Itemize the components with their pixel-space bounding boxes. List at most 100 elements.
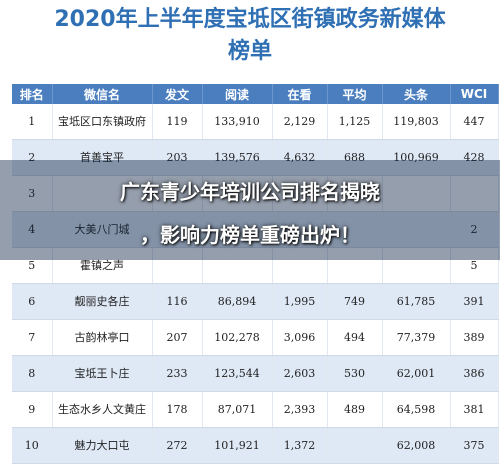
table-cell: 4 xyxy=(12,211,53,248)
table-cell: 100,969 xyxy=(382,139,451,176)
table-cell: 1,125 xyxy=(327,104,383,140)
table-cell: 123,544 xyxy=(202,355,273,392)
table-cell xyxy=(152,175,203,212)
table-cell: 428 xyxy=(450,139,499,176)
table-cell xyxy=(272,247,328,284)
col-likes: 在看 xyxy=(272,84,328,104)
table-row: 4 大美八门城 2 xyxy=(12,211,499,248)
table-cell: 5 xyxy=(450,247,499,284)
table-cell xyxy=(382,247,451,284)
table-cell: 119 xyxy=(152,104,203,140)
table-cell: 3 xyxy=(12,175,53,212)
table-cell: 87,071 xyxy=(202,391,273,428)
title-line-2: 榜单 xyxy=(227,39,272,64)
table-row: 1 宝坻区口东镇政府 119 133,910 2,129 1,125 119,803 447 xyxy=(12,104,499,140)
table-cell: 77,379 xyxy=(382,319,451,356)
table-cell xyxy=(202,211,273,248)
table-cell: 116 xyxy=(152,283,203,320)
table-cell: 生态水乡人文黄庄 xyxy=(52,391,153,428)
table-row: 5 霍镇之声 5 xyxy=(12,247,499,284)
table-cell: 391 xyxy=(450,283,499,320)
table-cell: 61,785 xyxy=(382,283,451,320)
headline-overlay xyxy=(0,160,500,260)
table-cell: 139,576 xyxy=(202,139,273,176)
table-cell xyxy=(327,247,383,284)
table-cell xyxy=(327,427,383,464)
col-wechat-name: 微信名 xyxy=(52,84,153,104)
table-cell: 1,995 xyxy=(272,283,328,320)
table-cell: 62,008 xyxy=(382,427,451,464)
table-cell: 10 xyxy=(12,427,53,464)
table-cell: 494 xyxy=(327,319,383,356)
headline-line-1: 广东青少年培训公司排名揭晓 xyxy=(120,180,380,204)
ranking-table: 排名 微信名 发文 阅读 在看 平均 头条 WCI 1 宝坻区口东镇政府 119 13… xyxy=(12,84,499,464)
table-cell: 62,001 xyxy=(382,355,451,392)
col-wci: WCI xyxy=(450,84,499,104)
table-cell: 霍镇之声 xyxy=(52,247,153,284)
table-cell: 389 xyxy=(450,319,499,356)
col-rank: 排名 xyxy=(12,84,53,104)
table-cell: 8 xyxy=(12,355,53,392)
table-cell: 101,921 xyxy=(202,427,273,464)
col-average: 平均 xyxy=(327,84,383,104)
table-cell: 宝坻王卜庄 xyxy=(52,355,153,392)
table-cell xyxy=(152,211,203,248)
table-cell: 3,096 xyxy=(272,319,328,356)
table-cell xyxy=(202,247,273,284)
table-cell: 133,910 xyxy=(202,104,273,140)
title-line-1: 2020年上半年度宝坻区街镇政务新媒体 xyxy=(54,7,446,32)
page-title: 2020年上半年度宝坻区街镇政务新媒体 榜单 xyxy=(0,4,500,68)
table-cell: 2 xyxy=(12,139,53,176)
table-cell: 2,603 xyxy=(272,355,328,392)
table-row: 8 宝坻王卜庄 233 123,544 2,603 530 62,001 386 xyxy=(12,355,499,392)
table-row: 2 首善宝平 203 139,576 4,632 688 100,969 428 xyxy=(12,139,499,176)
table-cell: 102,278 xyxy=(202,319,273,356)
table-cell xyxy=(382,211,451,248)
table-row: 3 xyxy=(12,175,499,212)
table-cell: 1 xyxy=(12,104,53,140)
table-cell: 2,393 xyxy=(272,391,328,428)
table-cell: 大美八门城 xyxy=(52,211,153,248)
table-cell xyxy=(272,175,328,212)
table-cell: 749 xyxy=(327,283,383,320)
table-cell: 魅力大口屯 xyxy=(52,427,153,464)
table-row: 7 古韵林亭口 207 102,278 3,096 494 77,379 389 xyxy=(12,319,499,356)
table-cell: 9 xyxy=(12,391,53,428)
table-cell: 489 xyxy=(327,391,383,428)
table-cell: 386 xyxy=(450,355,499,392)
table-cell: 首善宝平 xyxy=(52,139,153,176)
headline-line-2: ，影响力榜单重磅出炉！ xyxy=(140,223,360,247)
table-cell: 宝坻区口东镇政府 xyxy=(52,104,153,140)
table-cell: 207 xyxy=(152,319,203,356)
table-cell: 5 xyxy=(12,247,53,284)
table-cell: 古韵林亭口 xyxy=(52,319,153,356)
table-cell: 530 xyxy=(327,355,383,392)
table-cell xyxy=(152,247,203,284)
table-cell: 7 xyxy=(12,319,53,356)
table-cell xyxy=(327,211,383,248)
table-cell xyxy=(202,175,273,212)
table-cell: 靓丽史各庄 xyxy=(52,283,153,320)
table-cell: 86,894 xyxy=(202,283,273,320)
col-posts: 发文 xyxy=(152,84,203,104)
table-cell xyxy=(52,175,153,212)
table-cell: 4,632 xyxy=(272,139,328,176)
table-cell xyxy=(382,175,451,212)
table-row: 9 生态水乡人文黄庄 178 87,071 2,393 489 64,598 381 xyxy=(12,391,499,428)
table-row: 6 靓丽史各庄 116 86,894 1,995 749 61,785 391 xyxy=(12,283,499,320)
table-cell: 375 xyxy=(450,427,499,464)
table-cell: 119,803 xyxy=(382,104,451,140)
table-row: 10 魅力大口屯 272 101,921 1,372 62,008 375 xyxy=(12,427,499,464)
table-cell: 6 xyxy=(12,283,53,320)
table-cell: 447 xyxy=(450,104,499,140)
table-cell: 203 xyxy=(152,139,203,176)
table-cell xyxy=(327,175,383,212)
table-cell: 178 xyxy=(152,391,203,428)
table-cell: 2 xyxy=(450,211,499,248)
table-cell: 2,129 xyxy=(272,104,328,140)
table-cell: 1,372 xyxy=(272,427,328,464)
table-cell: 233 xyxy=(152,355,203,392)
table-header: 排名 微信名 发文 阅读 在看 平均 头条 WCI xyxy=(12,84,499,104)
col-headline: 头条 xyxy=(382,84,451,104)
table-cell: 688 xyxy=(327,139,383,176)
